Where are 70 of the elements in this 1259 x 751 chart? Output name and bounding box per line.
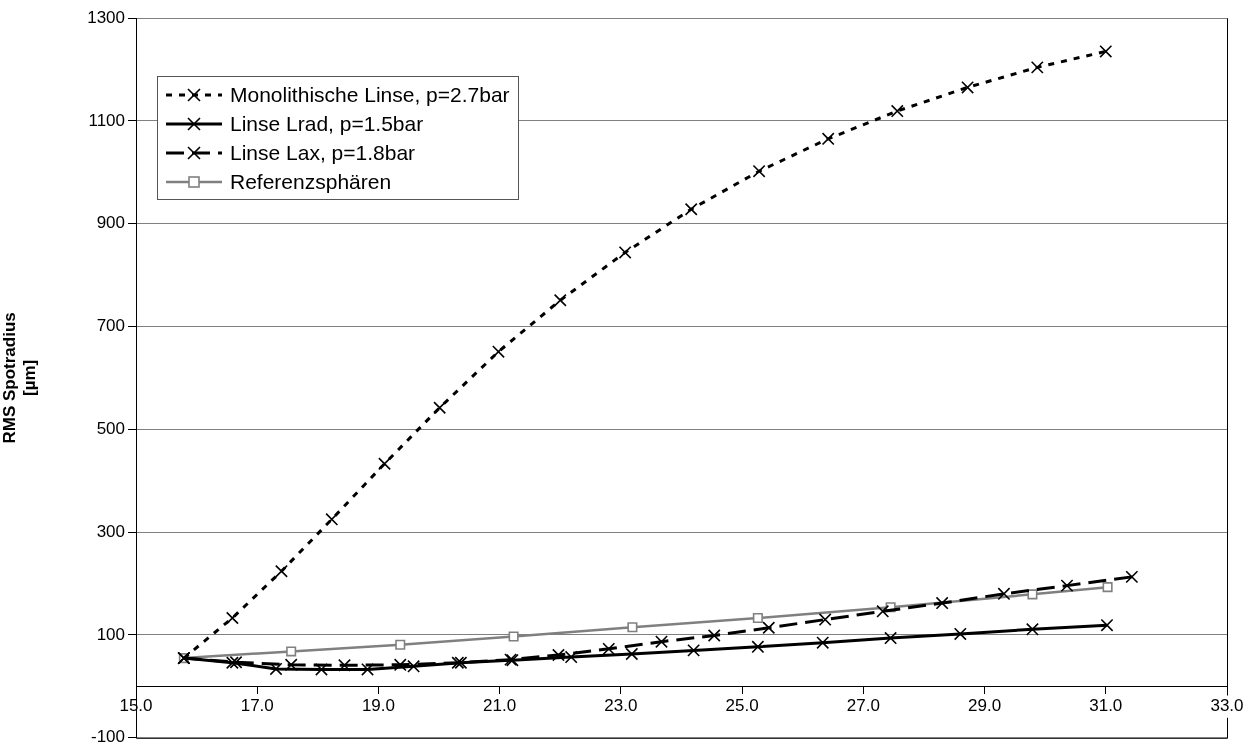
point: [752, 612, 763, 624]
point: [407, 659, 421, 673]
point: [269, 662, 283, 676]
point: [1025, 622, 1039, 636]
point: [602, 642, 616, 656]
point: [1060, 579, 1074, 593]
point: [618, 245, 632, 259]
point: [935, 596, 949, 610]
point: [821, 132, 835, 146]
point: [751, 640, 765, 654]
point: [890, 104, 904, 118]
point: [492, 345, 505, 359]
point: [361, 662, 374, 676]
y-tick-label: 1100: [88, 110, 125, 130]
y-tick-label: 1300: [87, 7, 125, 27]
point: [225, 656, 239, 670]
point: [1102, 582, 1113, 593]
point: [961, 80, 975, 94]
point: [286, 646, 297, 657]
point: [564, 650, 578, 664]
point: [707, 629, 721, 642]
point: [508, 631, 519, 642]
y-tick-label: 700: [96, 316, 125, 336]
point: [225, 611, 239, 625]
point: [553, 293, 567, 307]
point: [953, 627, 967, 641]
x-tick-label: 27.0: [846, 696, 880, 716]
point: [229, 655, 243, 669]
point: [884, 631, 898, 645]
y-tick-label: 500: [96, 419, 125, 438]
point: [393, 658, 407, 672]
point: [876, 604, 890, 618]
point: [1100, 618, 1114, 632]
legend-label: Referenzsphären: [230, 169, 392, 195]
point: [1125, 570, 1139, 584]
legend-label: Linse Lax, p=1.8bar: [230, 140, 416, 166]
y-tick-label: 900: [96, 213, 125, 233]
point: [433, 401, 447, 415]
point: [687, 643, 701, 657]
y-tick-label: 100: [96, 624, 125, 644]
point: [1099, 44, 1113, 58]
point: [325, 512, 339, 526]
x-tick-label: 23.0: [604, 696, 638, 716]
point: [997, 587, 1011, 601]
x-tick-label: 17.0: [240, 696, 274, 716]
point: [684, 202, 698, 216]
point: [1027, 589, 1038, 600]
point: [816, 636, 830, 650]
point: [752, 164, 766, 178]
point: [378, 457, 391, 471]
y-tick-label: -100: [90, 727, 125, 747]
point: [655, 635, 668, 649]
point: [275, 564, 288, 578]
point: [395, 639, 406, 650]
x-tick-label: 25.0: [725, 696, 759, 716]
point: [762, 621, 776, 635]
x-tick-label: 33.0: [1210, 696, 1244, 716]
point: [818, 613, 832, 626]
x-tick-label: 29.0: [968, 696, 1002, 716]
legend-label: Linse Lrad, p=1.5bar: [230, 111, 424, 137]
x-tick-label: 19.0: [361, 696, 395, 716]
point: [625, 647, 639, 661]
x-tick-label: 21.0: [483, 696, 517, 716]
y-axis-title: RMS Spotradius [µm]: [0, 312, 40, 444]
point: [552, 648, 565, 662]
point: [1030, 60, 1044, 74]
y-tick-label: 300: [96, 521, 125, 541]
x-tick-label: 31.0: [1089, 696, 1123, 716]
legend-label: Monolithische Linse, p=2.7bar: [230, 82, 510, 108]
point: [627, 622, 638, 633]
